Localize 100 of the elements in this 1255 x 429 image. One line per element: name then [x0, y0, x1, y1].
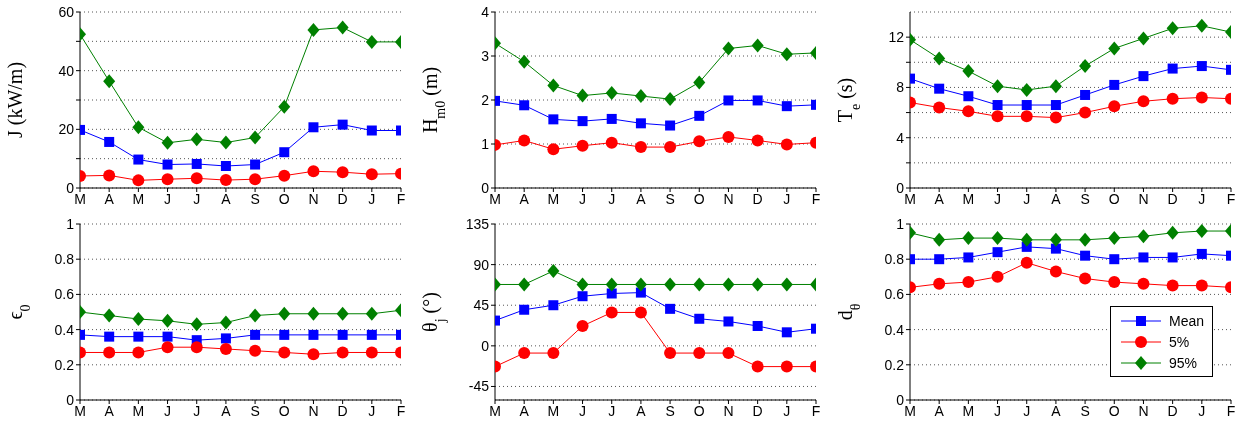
x-tick-label: J [164, 190, 172, 207]
y-tick-label: 0.2 [884, 356, 905, 373]
point [991, 79, 1004, 94]
point [548, 114, 559, 125]
point [220, 161, 231, 171]
y-tick-label: 0 [481, 179, 490, 196]
x-tick-label: M [132, 402, 145, 419]
x-tick-label: J [783, 190, 791, 207]
point [992, 247, 1003, 258]
point [1195, 18, 1208, 33]
point [1137, 31, 1150, 46]
point [219, 135, 232, 150]
point [1196, 248, 1207, 259]
x-tick-label: A [934, 402, 945, 419]
point [1195, 224, 1208, 239]
point [133, 154, 144, 165]
point [337, 119, 348, 130]
point [605, 306, 618, 319]
point [1137, 95, 1150, 108]
point [751, 360, 764, 373]
point [191, 158, 202, 169]
x-tick-label: J [1198, 402, 1206, 419]
point [518, 54, 531, 69]
y-tick-label: 3 [481, 47, 490, 64]
point [1108, 231, 1121, 246]
point [933, 51, 946, 66]
point [336, 306, 349, 321]
x-tick-label: J [164, 402, 172, 419]
point [576, 277, 589, 292]
point [518, 277, 531, 292]
x-tick-label: J [368, 190, 376, 207]
x-tick-label: A [636, 190, 647, 207]
point [249, 130, 262, 145]
point [780, 47, 793, 62]
point [577, 291, 588, 302]
point [962, 231, 975, 246]
point [1050, 100, 1061, 111]
x-tick-label: M [489, 190, 501, 207]
point [605, 85, 618, 100]
point [307, 348, 320, 361]
x-tick-label: A [519, 402, 530, 419]
point [991, 231, 1004, 246]
point [752, 320, 763, 331]
y-tick-label: 0 [66, 179, 75, 196]
x-tick-label: J [994, 402, 1002, 419]
x-tick-label: D [337, 402, 348, 419]
x-tick-label: M [904, 402, 916, 419]
x-tick-label: S [665, 190, 675, 207]
point [665, 120, 676, 131]
point [103, 308, 116, 323]
point [249, 308, 262, 323]
point [576, 319, 589, 332]
point [1049, 79, 1062, 94]
point [249, 344, 262, 357]
y-axis-title: J (kW/m) [4, 61, 27, 139]
x-tick-label: M [962, 402, 975, 419]
point [664, 277, 677, 292]
point [933, 277, 946, 290]
y-tick-label: 135 [465, 215, 490, 232]
point [1049, 111, 1062, 124]
point [1137, 277, 1150, 290]
y-tick-label: 0 [896, 179, 905, 196]
point [278, 306, 291, 321]
point [934, 254, 945, 265]
x-tick-label: N [1138, 402, 1149, 419]
point [220, 333, 231, 344]
point [161, 173, 174, 186]
x-tick-label: M [74, 190, 86, 207]
point [547, 347, 560, 360]
y-tick-label: 0.4 [884, 321, 905, 338]
x-tick-label: F [811, 402, 821, 419]
point [161, 313, 174, 328]
x-tick-label: A [1051, 190, 1062, 207]
point [664, 141, 677, 154]
x-tick-label: M [489, 402, 501, 419]
point [781, 327, 792, 338]
y-tick-label: 90 [473, 256, 490, 273]
x-tick-label: F [1226, 190, 1236, 207]
point [103, 169, 116, 182]
point [365, 168, 378, 181]
point [933, 101, 946, 114]
x-tick-label: S [250, 402, 260, 419]
legend-label: 95% [1169, 354, 1198, 371]
x-tick-label: O [1108, 190, 1120, 207]
point [1050, 243, 1061, 254]
point [365, 34, 378, 49]
y-tick-label: 40 [58, 62, 75, 79]
point [577, 116, 588, 127]
point [548, 300, 559, 311]
point [693, 347, 706, 360]
point [991, 270, 1004, 283]
x-tick-label: N [1138, 190, 1149, 207]
x-tick-label: S [1080, 190, 1090, 207]
x-tick-label: N [308, 402, 319, 419]
point [133, 331, 144, 342]
x-tick-label: D [1167, 402, 1178, 419]
point [219, 174, 232, 187]
x-tick-label: D [752, 402, 763, 419]
point [219, 315, 232, 330]
point [336, 20, 349, 35]
